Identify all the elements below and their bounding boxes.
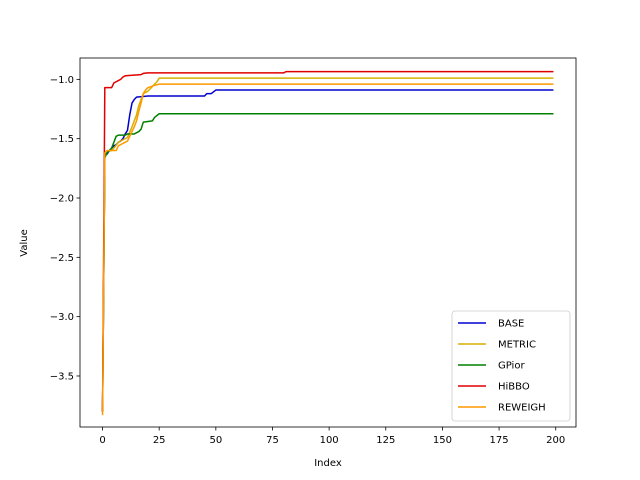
x-tick-label: 0 — [99, 435, 105, 446]
x-axis-label: Index — [314, 458, 342, 469]
legend-label-reweigh: REWEIGH — [498, 403, 546, 414]
x-tick-label: 50 — [209, 435, 222, 446]
x-tick-label: 25 — [153, 435, 166, 446]
x-tick-label: 125 — [376, 435, 395, 446]
y-tick-label: −1.0 — [50, 75, 74, 86]
series-layer — [101, 70, 554, 416]
y-tick-label: −1.5 — [50, 134, 74, 145]
series-line-gpior — [101, 113, 554, 412]
series-line-metric — [101, 77, 554, 412]
x-tick-label: 150 — [433, 435, 452, 446]
x-tick-label: 200 — [546, 435, 565, 446]
series-line-reweigh — [101, 83, 554, 416]
legend-box — [451, 310, 571, 422]
y-tick-label: −3.0 — [50, 312, 74, 323]
y-tick-label: −2.5 — [50, 253, 74, 264]
series-line-hibbo — [101, 70, 554, 412]
y-axis-label: Value — [19, 229, 30, 256]
legend: BASE METRIC GPior HiBBO REWEIGH — [451, 310, 571, 422]
legend-label-base: BASE — [498, 319, 524, 330]
x-tick-label: 175 — [490, 435, 509, 446]
y-tick-label: −2.0 — [50, 194, 74, 205]
axes — [79, 57, 577, 428]
legend-label-gpior: GPior — [498, 361, 525, 372]
x-tick-label: 100 — [320, 435, 339, 446]
legend-label-metric: METRIC — [498, 340, 536, 351]
y-tick-label: −3.5 — [50, 371, 74, 382]
legend-label-hibbo: HiBBO — [498, 382, 530, 393]
ticks: 0 25 50 75 100 125 150 175 200 −3.5 −3.0 −2.5 −2.0 −1… — [50, 75, 566, 446]
x-tick-label: 75 — [266, 435, 279, 446]
plot-frame — [79, 57, 577, 428]
